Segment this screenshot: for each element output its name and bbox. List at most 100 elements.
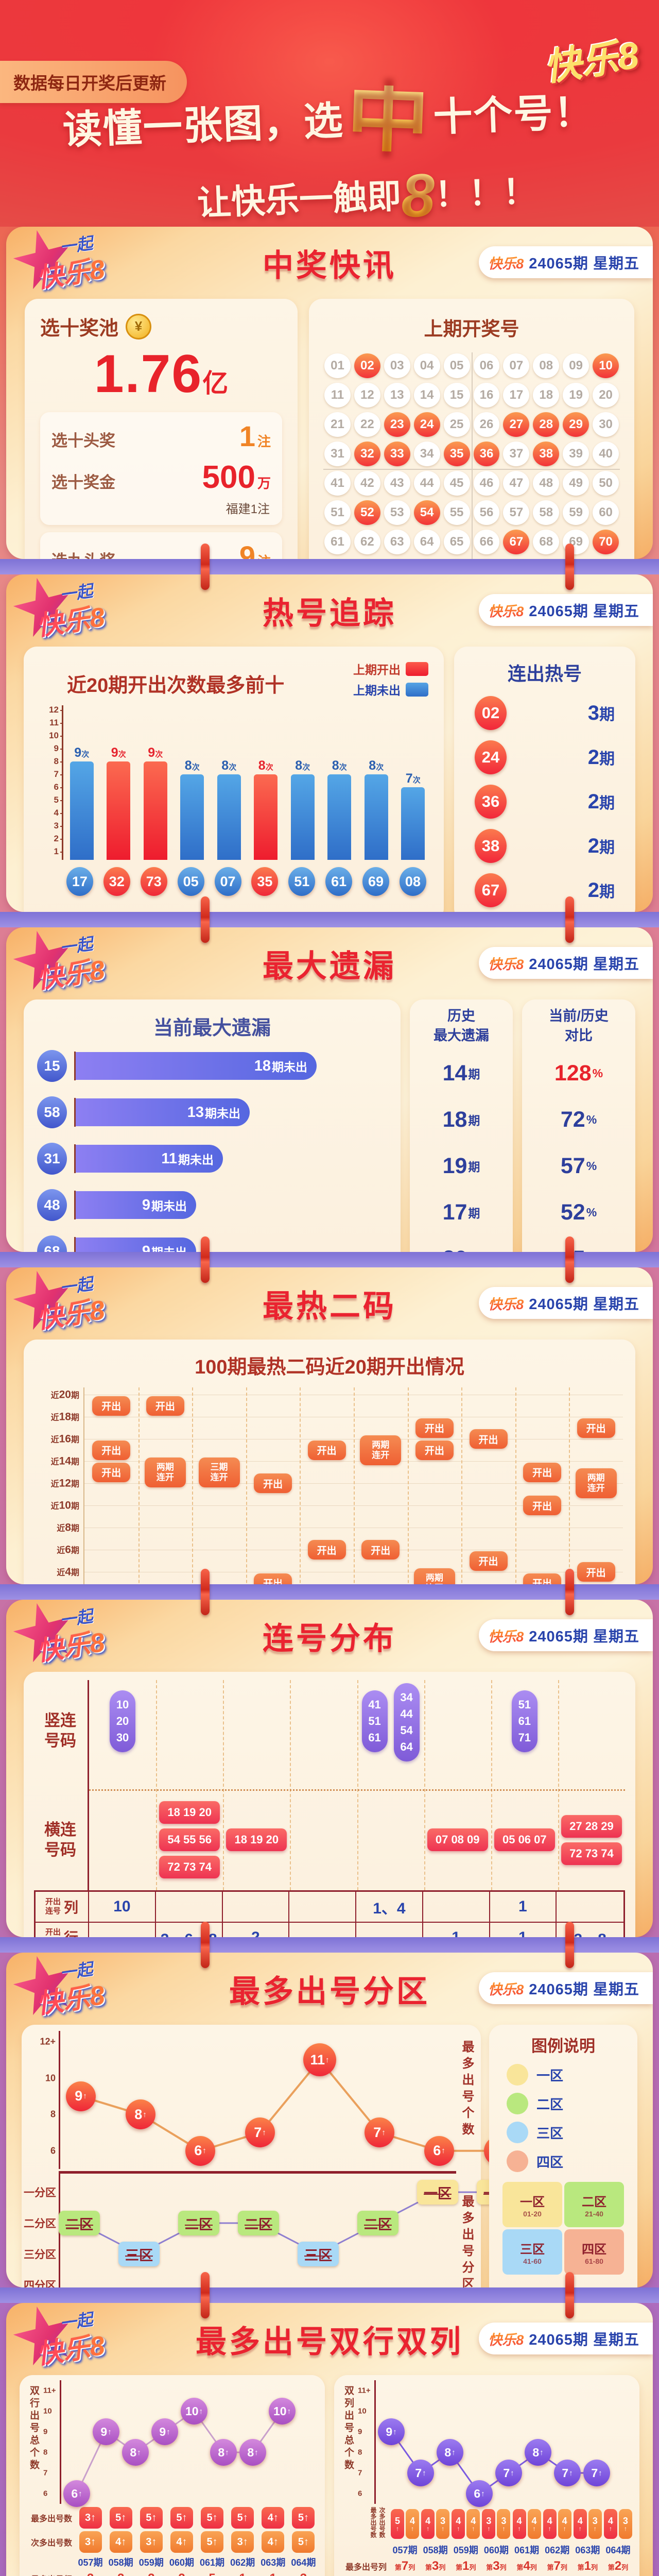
lottery-ball: 23 (384, 412, 410, 437)
legend-label-hot: 上期开出 (353, 663, 401, 676)
number-ball: 61 (325, 867, 353, 896)
missing-number: 58 (37, 1096, 67, 1128)
y-tick: 11+ (358, 2386, 371, 2395)
second-count-pill: 3↑ (140, 2531, 163, 2553)
line-chart: 双行出号总个数 11+ 10 9 8 7 6 6 ↑ 9 ↑ 8 ↑ 9 ↑ 10 ↑ 8 ↑ 8 ↑ 10 ↑ (26, 2380, 319, 2507)
missing-bar: 18 期未出 (76, 1052, 317, 1080)
max-count-pill: 4↑ (421, 2509, 435, 2539)
streak-number: 02 (475, 696, 507, 730)
streak-number: 67 (475, 873, 507, 907)
run-col-label: 开出连号列 (36, 1892, 89, 1923)
zone-row-label: 一分区 (24, 2187, 56, 2199)
streak-row: 02 3期 (467, 691, 622, 735)
plot-area: 9 ↑ 7 ↑ 8 ↑ 6 ↑ 7 ↑ 8 ↑ 7 ↑ 7 ↑ (374, 2380, 631, 2507)
tick-mark (60, 749, 63, 750)
tick-mark (60, 826, 63, 827)
pair-cell: 4 ↑ 3 ↑ (603, 2509, 633, 2539)
lottery-ball: 10 (593, 353, 619, 378)
lottery-ball: 64 (413, 530, 440, 554)
lottery-ball: 59 (563, 500, 589, 525)
run-row-value: 1 (423, 1923, 490, 1937)
bar-value: 7次 (405, 771, 421, 786)
run-row-value: 1 (490, 1923, 557, 1937)
second-count-pill: 3↑ (231, 2531, 254, 2553)
lottery-ball: 17 (503, 383, 530, 408)
zone-pill: 二区 (238, 2211, 279, 2235)
occurrence-marker: 开出 (92, 1462, 131, 1482)
run-col-value (423, 1892, 490, 1923)
lottery-ball: 65 (443, 530, 470, 554)
hot-bar-chart-card: 近20期开出次数最多前十 上期开出 上期未出 1 2 3 4 5 6 7 8 9 10 11 12 9次… (24, 647, 444, 912)
legend-name: 四区 (536, 2154, 564, 2170)
history-value: 19 期 (442, 1153, 480, 1178)
run-row-label: 开出连号行 (36, 1923, 89, 1937)
lottery-ball: 63 (384, 530, 410, 554)
row-label: 近8期 (57, 1521, 79, 1534)
tick-mark (60, 761, 63, 762)
chart-title: 当前最大遗漏 (153, 1018, 271, 1039)
number-ball: 17 (66, 867, 93, 896)
chart-legend: 上期开出 上期未出 (353, 657, 428, 701)
y-tick: 6 (54, 782, 63, 792)
streak-number: 38 (475, 829, 507, 863)
max-row-value: 第1行 (228, 2571, 258, 2576)
kl8-star-logo: 一起 快乐8 (6, 930, 135, 997)
bar (217, 774, 241, 860)
max-row-value: 第2行 (75, 2571, 106, 2576)
zone-row-label: 三分区 (24, 2249, 56, 2261)
tick-mark (60, 710, 63, 711)
section-divider (0, 1922, 659, 1968)
pair-cell: 4 ↑ 3 ↑ (573, 2509, 603, 2539)
horizontal-run-stack: 07 08 09 (427, 1789, 488, 1890)
section-double-rowcol: 一起 快乐8 最多出号双行双列 快乐8 24065期 星期五 双行出号总个数 11+ 1… (6, 2303, 653, 2576)
run-col-value: 1 (490, 1892, 557, 1923)
prize-box-2: 选九头奖9注 (40, 532, 282, 559)
lottery-ball: 45 (443, 471, 470, 496)
lottery-ball: 22 (354, 412, 380, 437)
horizontal-run-pill: 27 28 29 (561, 1815, 622, 1838)
row-label: 近4期 (57, 1566, 79, 1578)
streak-number: 24 (475, 740, 507, 774)
bar (143, 761, 167, 860)
count-dot: 7 ↑ (365, 2117, 394, 2148)
period-label: 058期 (423, 2545, 448, 2555)
consecutive-card: 竖连 号码 横连 号码 10 20 30 41 51 61 34 44 54 64 51 61 71 18 19… (24, 1672, 635, 1937)
section-title: 最热二码 (263, 1289, 396, 1324)
missing-bar: 13 期未出 (76, 1098, 250, 1126)
issue-badge: 快乐8 24065期 星期五 (479, 246, 653, 278)
streak-count: 2期 (587, 878, 615, 902)
value-dot: 8 ↑ (525, 2439, 551, 2466)
section-title: 最多出号分区 (229, 1974, 430, 2009)
province-note: 福建1注 (226, 502, 270, 516)
max-count-pill: 3↑ (79, 2507, 102, 2529)
zone-quad: 三区 41-60 (502, 2229, 562, 2275)
legend-dot (507, 2150, 528, 2172)
stats-table: 最多出号数 3↑ 5↑ 5↑ 5↑ 5↑ 5↑ 4↑ 5↑ 次多出号数 3↑ 4↑ 3↑ 4↑ 5↑ 3↑ 4↑… (26, 2507, 319, 2576)
max-count-pill: 5↑ (391, 2509, 405, 2539)
second-count-pill: 5↑ (201, 2531, 224, 2553)
occurrence-marker: 开出 (146, 1396, 184, 1416)
max-row-value: 第2行 (106, 2571, 136, 2576)
period-label: 064期 (291, 2557, 316, 2568)
lottery-ball: 61 (324, 530, 351, 554)
y-tick: 6 (50, 2145, 56, 2156)
axis-label: 双列出号总个数 (343, 2385, 354, 2472)
legend-dot (507, 2122, 528, 2143)
legend-card: 图例说明 一区 二区 三区 四区 一区 01-20 二区 21-40 三区 41-60 四区 61-… (489, 2025, 637, 2287)
run-row-value (356, 1923, 423, 1937)
count-dot: 7 ↑ (245, 2117, 275, 2148)
pairs-chart-card: 100期最热二码近20期开出情况 近20期 近18期 近16期 近14期 近12期 近10… (24, 1340, 635, 1584)
run-col-value (155, 1892, 223, 1923)
number-ball: 07 (214, 867, 241, 896)
second-count-pill: 4↑ (406, 2509, 420, 2539)
legend-swatch-red (406, 662, 428, 676)
legend-swatch-blue (406, 682, 428, 697)
max-row-value: 第3行 (288, 2571, 319, 2576)
lottery-ball: 58 (533, 500, 560, 525)
lottery-ball: 21 (324, 412, 351, 437)
occurrence-marker: 开出 (469, 1429, 508, 1449)
